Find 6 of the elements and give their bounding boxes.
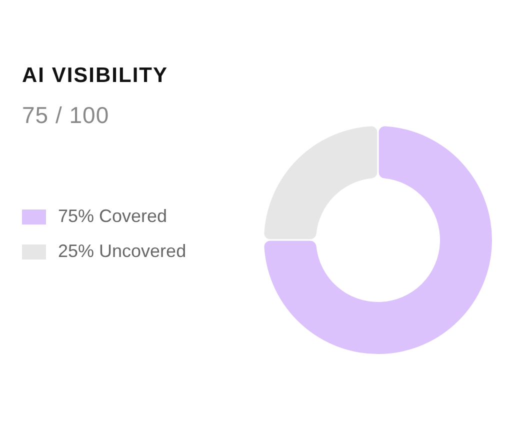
chart-subtitle: 75 / 100 <box>22 102 110 129</box>
legend-label: 75% Covered <box>58 206 168 226</box>
donut-slice <box>264 126 378 240</box>
chart-title: AI VISIBILITY <box>22 64 168 88</box>
legend-label: 25% Uncovered <box>58 241 186 261</box>
donut-slice <box>264 126 492 354</box>
